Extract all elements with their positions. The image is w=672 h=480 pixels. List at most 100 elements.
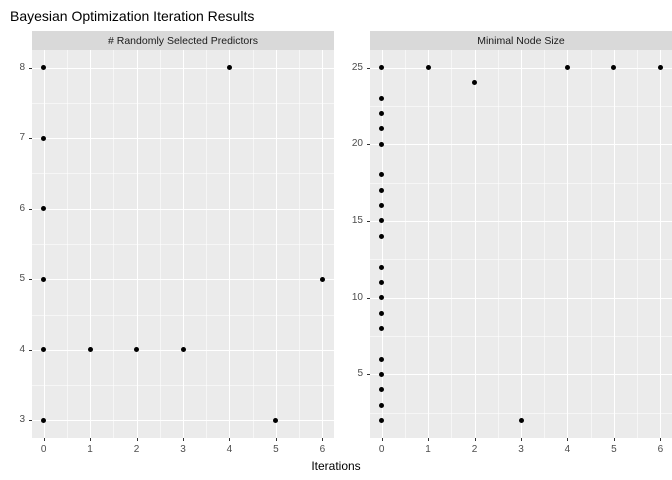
data-point [379,111,385,117]
data-point [379,387,385,393]
data-point [41,135,47,141]
y-axis-predictors: 3 4 5 6 7 8 [8,50,32,438]
data-point [41,347,47,353]
x-tick-label: 2 [133,444,140,455]
x-gridline-major [521,50,522,438]
data-point [564,65,570,71]
data-point [379,95,385,101]
x-tick-mark [521,438,522,441]
data-point [379,203,385,209]
x-tick-mark [428,438,430,441]
y-gridline-major [32,420,334,422]
x-axis-row-predictors: 0 1 2 3 4 5 6 [8,438,334,458]
x-tick-label: 5 [273,444,279,455]
x-gridline-minor [544,50,546,438]
y-tick-mark [29,208,32,210]
x-tick-label: 4 [226,444,233,455]
x-tick-mark [43,438,45,441]
x-tick-mark [183,438,184,441]
y-tick-label: 25 [351,61,363,73]
facet-strip-predictors: # Randomly Selected Predictors [32,31,334,50]
x-tick-label: 4 [564,444,571,455]
x-gridline-major [183,50,184,438]
data-point [41,65,47,71]
data-point [379,126,385,132]
y-tick-mark [29,420,32,422]
strip-row-node-size: Minimal Node Size [346,31,672,50]
y-gridline-major [370,144,672,146]
x-tick-mark [275,438,277,441]
x-tick-mark [474,438,476,441]
x-gridline-major [613,50,615,438]
x-tick-label: 5 [611,444,617,455]
x-gridline-major [567,50,569,438]
data-point [379,279,385,285]
x-tick-label: 6 [319,444,326,455]
y-tick-mark [367,220,370,222]
x-tick-mark [567,438,569,441]
y-tick-mark [367,374,370,376]
y-axis-spacer [8,438,32,458]
data-point [425,65,431,71]
data-point [379,356,385,362]
y-tick-label: 5 [357,368,363,380]
data-point [518,417,524,423]
facet-node-size: Minimal Node Size 5 10 15 20 25 0 1 2 3 4 5 6 [346,31,672,458]
x-tick-label: 0 [40,444,47,455]
y-tick-mark [367,144,370,146]
y-gridline-major [370,297,672,299]
x-gridline-major [428,50,430,438]
y-tick-mark [367,297,370,299]
y-tick-mark [29,138,32,140]
y-gridline-major [370,220,672,222]
data-point [41,276,47,282]
y-tick-label: 3 [19,414,25,426]
x-gridline-major [474,50,476,438]
data-point [379,141,385,147]
x-gridline-major [43,50,45,438]
y-gridline-major [370,374,672,376]
y-tick-label: 20 [351,138,363,150]
y-tick-label: 7 [19,132,25,144]
x-gridline-minor [451,50,453,438]
plot-row-predictors: 3 4 5 6 7 8 [8,50,334,438]
x-tick-mark [613,438,615,441]
y-gridline-major [32,67,334,69]
facet-strip-node-size: Minimal Node Size [370,31,672,50]
y-tick-label: 4 [19,343,25,355]
x-tick-label: 3 [518,444,524,455]
y-tick-mark [29,349,32,351]
x-gridline-minor [497,50,499,438]
plot-panel-predictors [32,50,334,438]
y-tick-label: 15 [351,214,363,226]
x-gridline-major [381,50,383,438]
chart-title: Bayesian Optimization Iteration Results [10,8,255,24]
y-tick-mark [29,67,32,69]
data-point [41,417,47,423]
y-axis-node-size: 5 10 15 20 25 [346,50,370,438]
x-tick-label: 3 [180,444,186,455]
x-tick-label: 1 [425,444,431,455]
y-gridline-major [32,208,334,210]
x-gridline-minor [637,50,639,438]
x-gridline-major [229,50,231,438]
data-point [611,65,617,71]
x-tick-mark [90,438,92,441]
x-tick-label: 1 [87,444,93,455]
data-point [180,347,186,353]
y-tick-label: 8 [19,61,25,73]
x-tick-mark [660,438,662,441]
y-tick-label: 10 [351,291,363,303]
data-point [472,80,478,86]
data-point [379,264,385,270]
data-point [41,206,47,212]
y-tick-label: 5 [19,273,25,285]
data-point [379,295,385,301]
y-tick-label: 6 [19,202,25,214]
data-point [379,402,385,408]
x-gridline-major [322,50,324,438]
data-point [379,187,385,193]
x-axis-predictors: 0 1 2 3 4 5 6 [32,438,334,458]
y-axis-spacer [8,31,32,50]
data-point [379,218,385,224]
